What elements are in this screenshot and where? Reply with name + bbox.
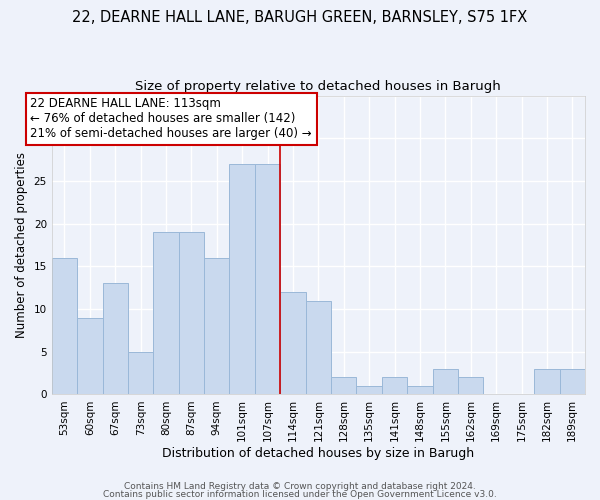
Bar: [154, 232, 179, 394]
Title: Size of property relative to detached houses in Barugh: Size of property relative to detached ho…: [136, 80, 501, 93]
Bar: [458, 378, 484, 394]
Bar: [407, 386, 433, 394]
Bar: [280, 292, 305, 394]
Bar: [560, 369, 585, 394]
Bar: [229, 164, 255, 394]
Bar: [103, 284, 128, 395]
Bar: [433, 369, 458, 394]
Bar: [331, 378, 356, 394]
Bar: [305, 300, 331, 394]
Bar: [52, 258, 77, 394]
Bar: [179, 232, 204, 394]
Bar: [204, 258, 229, 394]
Text: 22 DEARNE HALL LANE: 113sqm
← 76% of detached houses are smaller (142)
21% of se: 22 DEARNE HALL LANE: 113sqm ← 76% of det…: [30, 98, 312, 140]
Bar: [77, 318, 103, 394]
Text: Contains public sector information licensed under the Open Government Licence v3: Contains public sector information licen…: [103, 490, 497, 499]
Text: 22, DEARNE HALL LANE, BARUGH GREEN, BARNSLEY, S75 1FX: 22, DEARNE HALL LANE, BARUGH GREEN, BARN…: [73, 10, 527, 25]
Bar: [255, 164, 280, 394]
Bar: [128, 352, 154, 395]
Text: Contains HM Land Registry data © Crown copyright and database right 2024.: Contains HM Land Registry data © Crown c…: [124, 482, 476, 491]
Bar: [356, 386, 382, 394]
X-axis label: Distribution of detached houses by size in Barugh: Distribution of detached houses by size …: [163, 447, 475, 460]
Y-axis label: Number of detached properties: Number of detached properties: [15, 152, 28, 338]
Bar: [382, 378, 407, 394]
Bar: [534, 369, 560, 394]
